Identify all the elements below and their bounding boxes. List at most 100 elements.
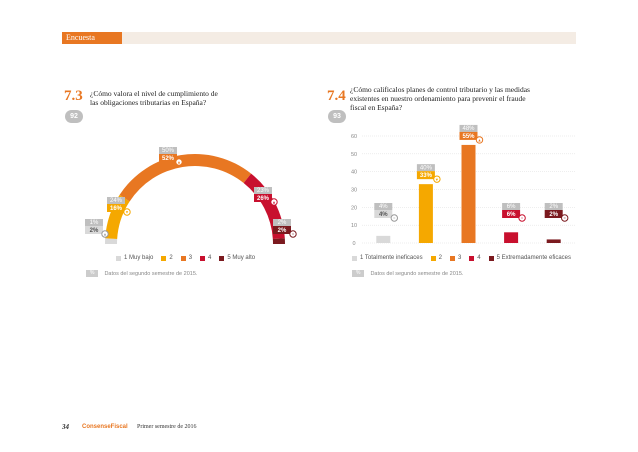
current-value-box — [416, 171, 435, 180]
legend-swatch — [430, 255, 436, 261]
previous-value-box — [416, 164, 435, 172]
section-label: Encuesta — [62, 32, 122, 44]
trend-arrow-ring — [518, 214, 526, 222]
legend-swatch — [352, 255, 357, 261]
legend-label: 1 Muy bajo — [124, 255, 154, 261]
current-value-label: 6% — [507, 212, 516, 218]
current-value-box — [374, 210, 393, 218]
legend-swatch — [200, 255, 206, 261]
previous-value-box — [85, 219, 103, 226]
previous-value-label: 50% — [162, 148, 175, 154]
question-text-line: ¿Cómo valora el nivel de cumplimiento de — [90, 89, 218, 98]
trend-arrow-icon: ▲ — [478, 138, 482, 143]
previous-value-box — [544, 203, 563, 210]
legend-7-3: 1 Muy bajo 2 3 4 5 Muy alto — [116, 255, 263, 261]
trend-arrow-ring — [123, 208, 131, 216]
y-tick-label: 30 — [351, 188, 357, 194]
bar — [546, 239, 561, 243]
legend-swatch — [469, 255, 475, 261]
legend-7-4: 1 Totalmente ineficaces 2 3 4 5 Extremadamen… — [352, 255, 579, 261]
note-7-3: % Datos del segundo semestre de 2015. — [86, 270, 197, 277]
trend-arrow-icon: = — [564, 216, 567, 221]
question-text-line: las obligaciones tributarias en España? — [90, 98, 207, 107]
question-number-7-4: 7.4 — [327, 88, 346, 104]
legend-item: 1 Totalmente ineficaces — [352, 255, 423, 261]
legend-item: 1 Muy bajo — [116, 255, 153, 261]
previous-value-box — [254, 187, 272, 194]
footer-brand: ConsenseFiscal — [82, 424, 128, 430]
question-text-line: ¿Cómo calificalos planes de control trib… — [350, 85, 530, 94]
previous-value-label: 24% — [110, 198, 123, 204]
legend-item: 3 — [180, 255, 192, 261]
note-text: Datos del segundo semestre de 2015. — [104, 270, 198, 277]
current-value-box — [254, 194, 272, 202]
current-value-label: 16% — [110, 206, 123, 212]
legend-item: 2 — [430, 255, 442, 261]
current-value-box — [159, 154, 177, 162]
legend-label: 5 Muy alto — [227, 255, 256, 261]
note-text: Datos del segundo semestre de 2015. — [370, 270, 464, 277]
trend-arrow-ring — [101, 230, 109, 238]
current-value-box — [107, 204, 125, 212]
previous-value-box — [159, 147, 177, 154]
question-count-badge-7-3: 92 — [65, 110, 83, 123]
current-value-box — [544, 210, 563, 218]
legend-item: 4 — [200, 255, 211, 261]
current-value-label: 33% — [420, 173, 433, 179]
chart-7-4-bar-chart: 0 10 20 30 40 50 60 4% 4% = 40% 33%▼ 48% 55%▲ 6% 6% = 2% 2… — [351, 124, 575, 247]
legend-swatch — [161, 255, 167, 261]
chart-7-3-semi-donut: 1%2%▲24%16%▼50%52%▲23%26%▲2%2%= — [85, 147, 297, 244]
current-value-label: 26% — [257, 196, 270, 202]
trend-arrow-icon: ▲ — [177, 160, 181, 165]
legend-item: 3 — [449, 255, 462, 261]
trend-arrow-ring — [390, 214, 398, 222]
current-value-box — [85, 226, 103, 234]
previous-value-label: 2% — [278, 220, 287, 226]
previous-value-box — [273, 219, 291, 226]
current-value-box — [273, 226, 291, 234]
trend-arrow-ring — [433, 175, 441, 183]
current-value-label: 4% — [379, 212, 388, 218]
note-7-4: % Datos del segundo semestre de 2015. — [352, 270, 463, 277]
current-value-label: 2% — [549, 212, 558, 218]
note-badge: % — [352, 270, 365, 277]
section-banner — [62, 32, 576, 44]
trend-arrow-icon: = — [393, 216, 396, 221]
previous-value-label: 40% — [420, 165, 433, 171]
previous-value-label: 1% — [90, 220, 99, 226]
legend-label: 5 Extremadamente eficaces — [496, 255, 571, 261]
question-number-7-3: 7.3 — [64, 88, 83, 104]
trend-arrow-icon: = — [521, 216, 524, 221]
legend-label: 2 — [438, 255, 442, 261]
bar — [504, 232, 519, 243]
trend-arrow-ring — [175, 158, 183, 166]
previous-value-box — [374, 203, 393, 210]
previous-value-box — [502, 203, 521, 210]
footer-semester: Primer semestre de 2016 — [137, 424, 197, 430]
bar — [418, 184, 433, 243]
trend-arrow-ring — [289, 230, 297, 238]
y-tick-label: 0 — [352, 241, 355, 247]
donut-slice — [105, 238, 118, 244]
legend-swatch — [488, 255, 494, 261]
legend-swatch — [219, 255, 225, 261]
note-badge: % — [86, 270, 99, 277]
legend-label: 3 — [457, 255, 462, 261]
legend-swatch — [116, 255, 121, 261]
previous-value-label: 6% — [507, 204, 516, 210]
legend-swatch — [449, 255, 455, 261]
legend-swatch — [180, 255, 186, 261]
legend-item: 2 — [161, 255, 173, 261]
current-value-label: 52% — [162, 156, 175, 162]
trend-arrow-ring — [475, 136, 484, 144]
current-value-box — [459, 131, 478, 140]
current-value-label: 2% — [90, 228, 99, 234]
trend-arrow-icon: ▼ — [125, 210, 129, 215]
y-tick-label: 60 — [351, 134, 357, 140]
previous-value-box — [107, 197, 125, 204]
trend-arrow-icon: = — [292, 232, 295, 237]
question-text-7-3: ¿Cómo valora el nivel de cumplimiento de… — [90, 89, 218, 107]
y-tick-label: 40 — [351, 170, 357, 176]
legend-label: 2 — [169, 255, 173, 261]
current-value-box — [502, 210, 521, 218]
